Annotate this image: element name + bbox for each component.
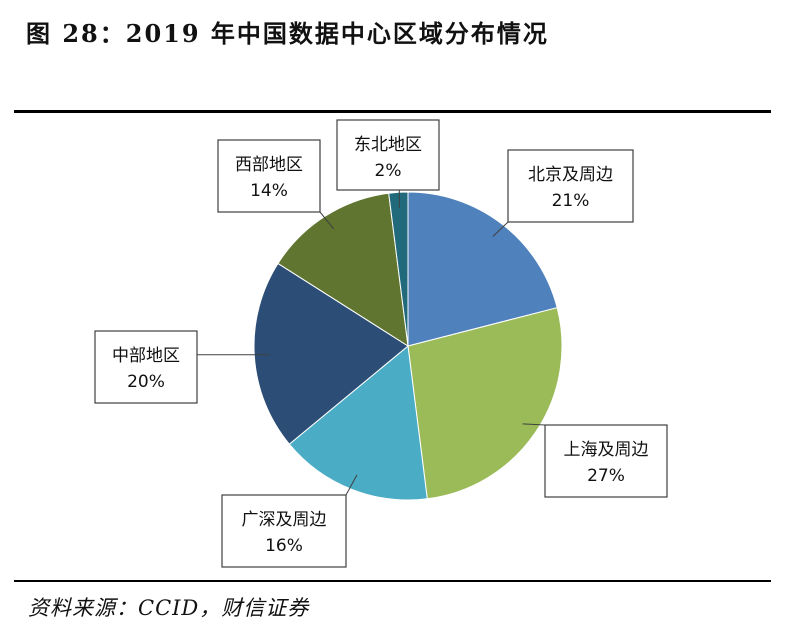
slice-name-label: 东北地区 [354, 135, 422, 155]
slice-value-label: 20% [127, 372, 165, 392]
callout-box-shanghai [544, 424, 668, 498]
callout-box-northeast [336, 119, 440, 191]
slice-name-label: 北京及周边 [528, 165, 613, 185]
callout-box-western [217, 139, 321, 213]
pie-slice-northeast [388, 191, 409, 347]
source-note: 资料来源：CCID，财信证券 [28, 596, 310, 620]
leader-line-guangshen [345, 474, 358, 496]
pie-slice-shanghai [407, 307, 563, 500]
slice-value-label: 2% [375, 161, 402, 181]
slice-name-label: 中部地区 [112, 346, 180, 366]
pie-slice-central [253, 262, 409, 445]
slice-name-label: 广深及周边 [242, 510, 327, 530]
slice-value-label: 21% [552, 191, 590, 211]
leader-line-shanghai [522, 423, 546, 426]
top-rule [14, 110, 771, 113]
pie-slice-beijing [407, 191, 558, 347]
leader-line-western [319, 211, 335, 230]
pie-slice-guangshen [288, 345, 428, 501]
callout-box-guangshen [221, 494, 347, 568]
slice-value-label: 27% [587, 466, 625, 486]
slice-name-label: 西部地区 [235, 155, 303, 175]
figure-title: 图 28：2019 年中国数据中心区域分布情况 [26, 19, 549, 48]
callout-box-beijing [507, 149, 634, 223]
slice-value-label: 16% [265, 536, 303, 556]
slice-name-label: 上海及周边 [564, 440, 649, 460]
slice-value-label: 14% [250, 181, 288, 201]
callout-box-central [94, 330, 198, 404]
leader-line-beijing [492, 221, 509, 237]
pie-slice-western [277, 192, 409, 347]
bottom-rule [14, 580, 771, 582]
